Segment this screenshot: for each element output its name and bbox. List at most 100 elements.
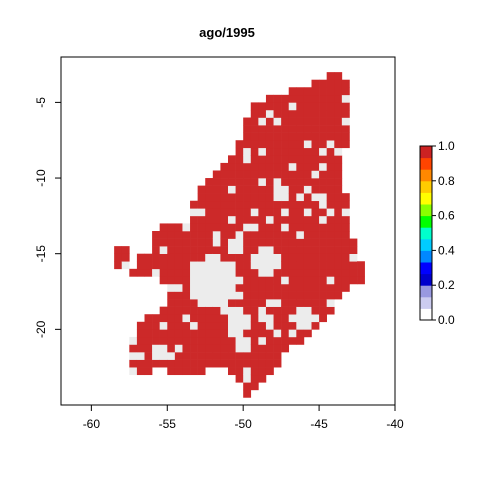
raster-cell: [311, 276, 320, 285]
raster-cell: [311, 109, 320, 118]
raster-cell: [235, 253, 244, 262]
raster-cell: [174, 223, 183, 232]
raster-cell: [129, 344, 138, 353]
y-tick-label: -20: [34, 320, 48, 338]
raster-cell: [273, 231, 282, 239]
raster-cell: [174, 321, 183, 330]
raster-cell: [258, 291, 267, 300]
raster-cell: [136, 344, 145, 353]
raster-cell: [334, 155, 343, 164]
raster-cell: [296, 306, 305, 315]
raster-cell: [250, 246, 259, 254]
raster-cell: [311, 102, 320, 111]
raster-cell: [167, 231, 176, 239]
raster-cell: [334, 140, 343, 149]
raster-cell: [159, 306, 168, 315]
raster-cell: [167, 359, 176, 368]
raster-cell: [311, 223, 320, 232]
raster-cell: [319, 261, 327, 270]
raster-cell: [288, 109, 297, 118]
raster-cell: [159, 344, 168, 353]
raster-cell: [288, 268, 297, 277]
raster-cell: [212, 238, 221, 247]
raster-cell: [303, 155, 312, 164]
raster-cell: [326, 79, 335, 88]
raster-cell: [288, 261, 297, 270]
raster-cell: [334, 261, 343, 270]
raster-cell: [182, 276, 191, 285]
raster-cell: [258, 231, 267, 239]
raster-cell: [174, 268, 183, 277]
raster-cell: [243, 336, 252, 345]
raster-cell: [334, 208, 343, 217]
raster-cell: [258, 117, 267, 126]
raster-cell: [159, 321, 168, 330]
raster-cell: [341, 231, 350, 239]
colorbar-tick-label: 0.0: [438, 313, 455, 327]
raster-cell: [182, 299, 191, 307]
raster-cell: [174, 367, 183, 376]
x-tick-label: -55: [159, 417, 177, 431]
raster-cell: [212, 306, 221, 315]
raster-cell: [319, 147, 327, 156]
x-tick-label: -50: [235, 417, 253, 431]
raster-cell: [220, 200, 229, 209]
raster-cell: [265, 162, 274, 171]
raster-cell: [243, 374, 252, 383]
raster-cell: [243, 268, 252, 277]
raster-cell: [197, 208, 206, 217]
raster-cell: [303, 132, 312, 141]
raster-cell: [190, 200, 198, 209]
raster-cell: [228, 321, 236, 330]
raster-cell: [144, 329, 153, 338]
raster-cell: [319, 125, 327, 133]
raster-cell: [265, 344, 274, 353]
raster-cell: [273, 147, 282, 156]
raster-cell: [357, 261, 365, 270]
raster-cell: [250, 253, 259, 262]
raster-cell: [303, 291, 312, 300]
raster-cell: [319, 268, 327, 277]
raster-cell: [334, 276, 343, 285]
raster-cell: [220, 208, 229, 217]
raster-cell: [341, 238, 350, 247]
raster-cell: [190, 268, 198, 277]
raster-cell: [311, 193, 320, 202]
raster-cell: [303, 223, 312, 232]
raster-cell: [281, 246, 290, 254]
raster-cell: [197, 352, 206, 360]
raster-cell: [334, 193, 343, 202]
raster-cell: [243, 321, 252, 330]
raster-cell: [281, 132, 290, 141]
raster-cell: [182, 223, 191, 232]
raster-cell: [334, 170, 343, 179]
raster-cell: [341, 79, 350, 88]
raster-cell: [273, 291, 282, 300]
raster-cell: [258, 261, 267, 270]
raster-cell: [265, 185, 274, 194]
raster-cell: [273, 215, 282, 224]
raster-cell: [235, 374, 244, 383]
raster-cell: [334, 253, 343, 262]
raster-cell: [182, 268, 191, 277]
colorbar-swatch: [420, 296, 432, 309]
raster-cell: [296, 208, 305, 217]
raster-cell: [273, 336, 282, 345]
raster-cell: [205, 321, 214, 330]
raster-cell: [273, 193, 282, 202]
raster-cell: [311, 321, 320, 330]
raster-cell: [250, 374, 259, 383]
raster-cell: [205, 283, 214, 292]
raster-cell: [220, 336, 229, 345]
raster-cell: [220, 283, 229, 292]
raster-cell: [159, 314, 168, 323]
raster-cell: [296, 94, 305, 103]
raster-cell: [250, 193, 259, 202]
raster-cell: [250, 238, 259, 247]
raster-cell: [250, 276, 259, 285]
raster-cell: [311, 147, 320, 156]
raster-cell: [152, 359, 160, 368]
raster-cell: [243, 125, 252, 133]
raster-cell: [182, 291, 191, 300]
raster-cell: [228, 283, 236, 292]
